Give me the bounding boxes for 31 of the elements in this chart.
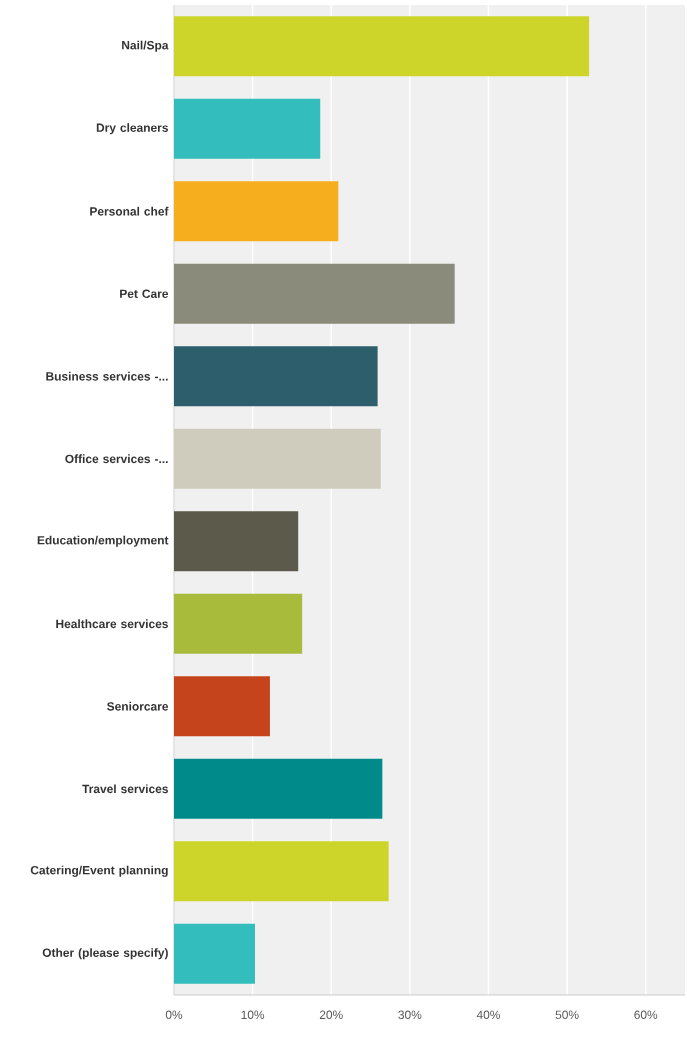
x-tick-label: 0%: [165, 1010, 183, 1019]
y-tick-label: Education/employment: [37, 535, 169, 547]
bar: [174, 428, 381, 489]
x-tick-label: 10%: [241, 1010, 265, 1019]
y-tick-label: Other (please specify): [42, 948, 168, 960]
y-tick-label: Personal chef: [90, 206, 169, 216]
bar: [174, 263, 455, 324]
bar: [174, 676, 270, 737]
bar: [174, 98, 321, 159]
y-tick-label: Seniorcare: [107, 701, 169, 711]
x-tick-label: 40%: [476, 1010, 500, 1019]
bar: [174, 511, 299, 572]
bar: [174, 923, 255, 984]
y-tick-label: Travel services: [82, 784, 168, 794]
x-tick-label: 20%: [319, 1010, 343, 1019]
y-tick-label: Catering/Event planning: [30, 865, 168, 877]
x-tick-label: 60%: [634, 1010, 658, 1019]
x-tick-label: 30%: [398, 1010, 422, 1019]
y-tick-label: Healthcare services: [56, 619, 168, 629]
y-tick-label: Pet Care: [120, 289, 169, 298]
bar: [174, 346, 378, 407]
bar: [174, 758, 383, 819]
y-tick-label: Office services -...: [65, 454, 168, 464]
y-tick-label: Nail/Spa: [122, 40, 169, 52]
y-tick-label: Business services -...: [46, 371, 168, 381]
bar: [174, 593, 303, 654]
bar: [174, 181, 339, 242]
bar: [174, 16, 590, 77]
bar: [174, 841, 389, 902]
x-tick-label: 50%: [555, 1010, 579, 1019]
y-tick-label: Dry cleaners: [96, 123, 168, 135]
